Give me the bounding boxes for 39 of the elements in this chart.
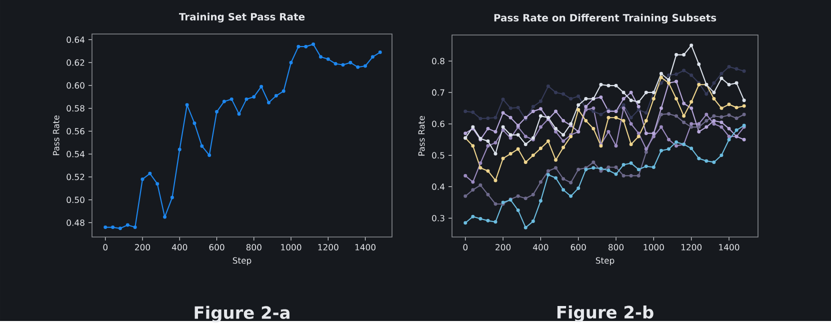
y-tick-label: 0.62: [66, 60, 84, 66]
x-tick-label: 0: [463, 244, 468, 251]
x-tick-label: 1200: [318, 244, 338, 251]
caption: Figure 2-a: [194, 306, 290, 323]
y-tick-label: 0.4: [432, 184, 445, 190]
x-tick-label: 800: [608, 244, 624, 251]
y-axis-title: Pass Rate: [53, 116, 60, 156]
y-tick-label: 0.7: [432, 89, 444, 96]
x-tick-label: 1400: [355, 244, 376, 251]
caption: Figure 2-b: [557, 306, 654, 322]
y-tick-label: 0.58: [66, 105, 84, 112]
y-tick-label: 0.60: [66, 82, 84, 89]
y-tick-label: 0.54: [66, 151, 84, 158]
x-tick-label: 600: [570, 244, 586, 251]
x-axis-title: Step: [232, 257, 252, 266]
y-tick-label: 0.48: [66, 220, 84, 226]
y-tick-label: 0.52: [66, 174, 84, 180]
x-tick-label: 1000: [281, 244, 302, 251]
y-tick-label: 0.3: [432, 215, 444, 222]
y-tick-label: 0.6: [432, 120, 444, 128]
y-axis-title: Pass Rate: [418, 116, 425, 156]
y-tick-label: 0.50: [66, 196, 84, 204]
x-tick-label: 200: [496, 244, 511, 251]
y-tick-label: 0.64: [66, 36, 84, 44]
x-tick-label: 200: [135, 244, 150, 251]
chart-title: Training Set Pass Rate: [178, 12, 305, 23]
x-tick-label: 0: [103, 244, 108, 251]
x-axis-title: Step: [596, 257, 614, 266]
y-tick-label: 0.5: [432, 152, 444, 159]
x-tick-label: 1000: [644, 244, 664, 251]
x-tick-label: 400: [172, 244, 188, 251]
x-tick-label: 1200: [682, 244, 702, 251]
x-tick-label: 600: [209, 244, 224, 251]
chart-title: Pass Rate on Different Training Subsets: [494, 14, 716, 24]
x-tick-label: 400: [533, 244, 548, 251]
x-tick-label: 1400: [719, 244, 740, 251]
y-tick-label: 0.56: [66, 128, 84, 135]
x-tick-label: 800: [246, 244, 262, 251]
y-tick-label: 0.8: [432, 58, 444, 64]
